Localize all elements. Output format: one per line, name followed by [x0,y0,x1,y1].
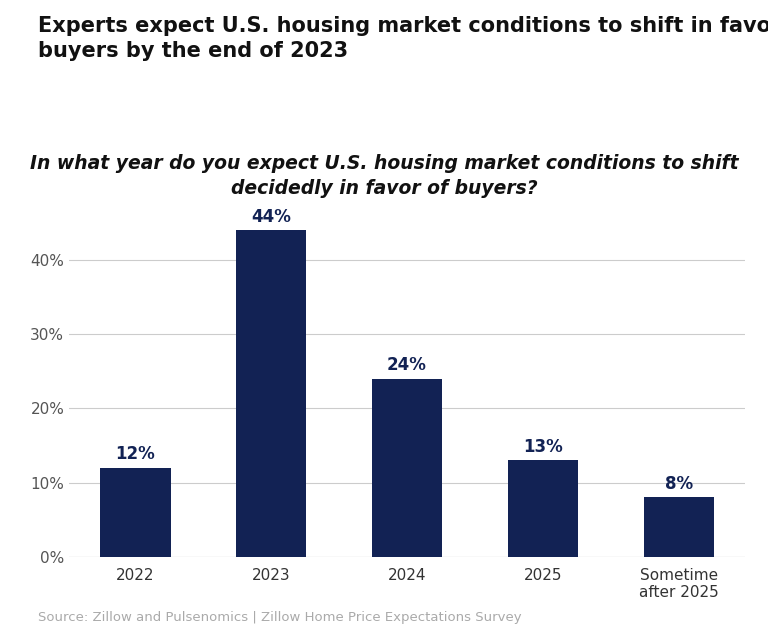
Text: Experts expect U.S. housing market conditions to shift in favor of
buyers by the: Experts expect U.S. housing market condi… [38,16,768,61]
Bar [644,497,714,557]
Text: In what year do you expect U.S. housing market conditions to shift
decidedly in : In what year do you expect U.S. housing … [30,154,738,198]
Bar [372,379,442,557]
Text: 13%: 13% [523,438,563,456]
Bar [508,460,578,557]
Text: Source: Zillow and Pulsenomics | Zillow Home Price Expectations Survey: Source: Zillow and Pulsenomics | Zillow … [38,611,522,624]
Text: 8%: 8% [665,475,693,493]
Text: 12%: 12% [115,445,155,463]
Bar [100,468,170,557]
Bar [236,230,306,557]
Text: 44%: 44% [251,208,291,226]
Text: 24%: 24% [387,356,427,374]
